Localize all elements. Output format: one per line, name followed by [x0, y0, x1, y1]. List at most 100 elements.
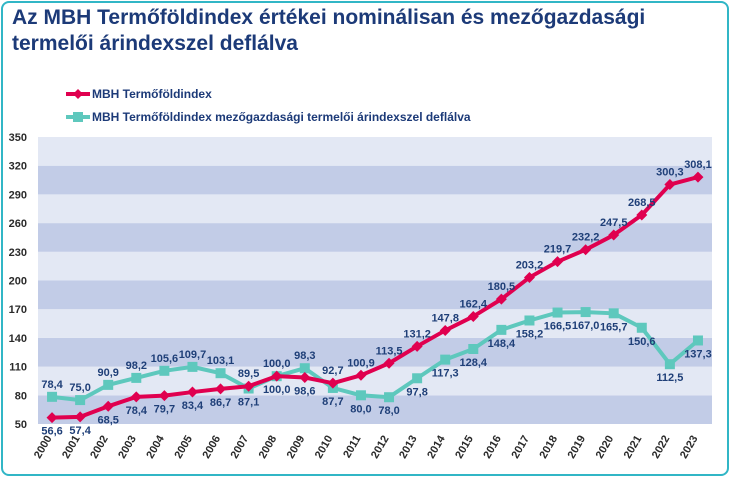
- data-point: [580, 244, 592, 256]
- y-tick-label: 290: [9, 189, 27, 201]
- data-point: [47, 391, 58, 402]
- y-tick-label: 110: [9, 362, 27, 374]
- x-tick-label: 2013: [397, 434, 420, 461]
- data-point: [439, 324, 451, 336]
- y-axis-ticks: 50 80 110 140 170 200 230 260 290 320 350: [9, 132, 27, 431]
- data-point: [412, 373, 423, 384]
- x-tick-label: 2015: [453, 434, 476, 461]
- data-point: [383, 357, 395, 369]
- data-point: [215, 383, 227, 395]
- x-axis-ticks: 2000 2001 2002 2003 2004 2005 2006 2007 2008 2009…: [32, 433, 701, 461]
- x-tick-label: 2017: [509, 434, 532, 461]
- grid-band: [38, 223, 712, 252]
- data-label: 162,4: [460, 298, 488, 310]
- x-tick-label: 2002: [88, 434, 111, 461]
- grid-band: [38, 337, 712, 367]
- y-tick-label: 260: [9, 218, 27, 230]
- data-point: [552, 307, 563, 318]
- data-point: [523, 271, 535, 283]
- data-label: 109,7: [179, 349, 207, 361]
- y-tick-label: 170: [9, 304, 27, 316]
- data-label: 219,7: [544, 244, 572, 256]
- grid-band: [38, 280, 712, 310]
- x-tick-label: 2008: [257, 434, 280, 461]
- data-label: 89,5: [238, 368, 259, 380]
- data-point: [103, 379, 114, 390]
- data-label: 87,1: [238, 397, 259, 409]
- data-label: 131,2: [403, 328, 431, 340]
- data-point: [355, 369, 367, 381]
- data-label: 90,9: [97, 367, 118, 379]
- data-label: 100,0: [263, 384, 291, 396]
- x-tick-label: 2001: [60, 434, 83, 461]
- data-point: [299, 372, 311, 384]
- data-label: 100,9: [347, 357, 375, 369]
- data-label: 103,1: [207, 355, 235, 367]
- data-label: 180,5: [488, 281, 516, 293]
- data-label: 117,3: [432, 368, 459, 380]
- data-point: [692, 335, 703, 346]
- x-tick-label: 2007: [229, 434, 252, 461]
- data-label: 137,3: [684, 348, 712, 360]
- data-point: [664, 179, 676, 191]
- legend-label: MBH Termőföldindex mezőgazdasági termelő…: [92, 110, 471, 124]
- data-label: 79,7: [154, 404, 175, 416]
- data-point: [468, 343, 479, 354]
- data-label: 300,3: [656, 167, 684, 179]
- data-point: [524, 315, 535, 326]
- data-point: [215, 368, 226, 379]
- data-label: 105,6: [151, 353, 179, 365]
- chart-title: Az MBH Termőföldindex értékei nominálisa…: [12, 6, 646, 55]
- data-point: [327, 377, 339, 389]
- data-point: [299, 363, 310, 374]
- x-tick-label: 2019: [566, 434, 589, 461]
- data-point: [46, 412, 58, 424]
- x-tick-label: 2016: [481, 434, 504, 461]
- legend-label: MBH Termőföldindex: [92, 87, 212, 101]
- data-label: 86,7: [210, 397, 231, 409]
- data-point: [495, 293, 507, 305]
- legend: MBH Termőföldindex MBH Termőföldindex mez…: [66, 87, 471, 124]
- x-tick-label: 2020: [594, 434, 617, 461]
- data-label: 92,7: [322, 365, 343, 377]
- x-tick-label: 2006: [201, 434, 224, 461]
- data-point: [692, 171, 704, 183]
- data-label: 113,5: [376, 345, 403, 357]
- x-tick-label: 2022: [650, 434, 673, 461]
- data-label: 203,2: [516, 259, 544, 271]
- x-tick-label: 2009: [285, 434, 308, 461]
- data-label: 78,4: [126, 405, 148, 417]
- grid-band: [38, 165, 712, 195]
- y-tick-label: 230: [9, 247, 27, 259]
- data-label: 268,5: [628, 197, 656, 209]
- data-point: [664, 359, 675, 370]
- data-point: [131, 372, 142, 383]
- data-label: 98,2: [126, 360, 147, 372]
- data-label: 83,4: [182, 400, 204, 412]
- data-point: [552, 256, 564, 268]
- x-tick-label: 2018: [538, 434, 561, 461]
- grid-band: [38, 251, 712, 281]
- data-point: [271, 370, 283, 382]
- x-tick-label: 2023: [678, 434, 701, 461]
- grid-band: [38, 137, 712, 166]
- data-label: 166,5: [544, 321, 572, 333]
- data-label: 80,0: [350, 403, 371, 415]
- data-label: 232,2: [572, 232, 600, 244]
- data-label: 112,5: [656, 372, 683, 384]
- data-labels: 56,6 57,468,578,4 79,7 83,4 86,789,5100,098,…: [41, 159, 711, 438]
- x-tick-label: 2011: [341, 434, 363, 461]
- data-label: 308,1: [684, 159, 712, 171]
- data-label: 150,6: [628, 336, 656, 348]
- x-tick-label: 2021: [622, 434, 645, 461]
- data-label: 57,4: [69, 425, 91, 437]
- x-tick-label: 2014: [425, 433, 448, 461]
- data-point: [384, 392, 395, 403]
- y-tick-label: 80: [15, 390, 27, 402]
- data-point: [440, 354, 451, 365]
- data-label: 98,6: [294, 386, 315, 398]
- data-label: 78,4: [41, 379, 63, 391]
- data-point: [636, 209, 648, 221]
- data-point: [580, 307, 591, 318]
- data-point: [608, 308, 619, 319]
